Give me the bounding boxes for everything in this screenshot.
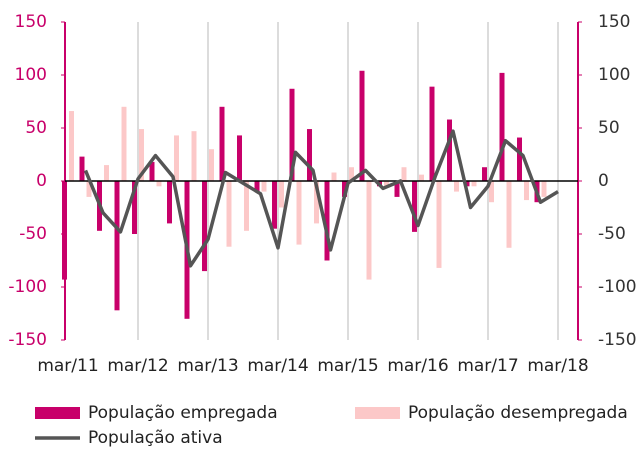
legend-label: População desempregada (408, 403, 628, 423)
bar (499, 72, 505, 181)
x-tick-label: mar/14 (247, 356, 308, 376)
bar (149, 161, 155, 181)
x-tick-label: mar/17 (457, 356, 518, 376)
bar (279, 181, 284, 208)
legend-label: População empregada (88, 403, 278, 423)
bar (506, 181, 512, 248)
y2-tick-label: -100 (598, 277, 637, 297)
y-tick-label: -50 (19, 224, 47, 244)
bar (359, 70, 365, 181)
bar (209, 149, 214, 181)
bar (104, 165, 109, 181)
bar (541, 181, 547, 197)
bar (419, 174, 424, 181)
bar (349, 167, 354, 181)
bar (401, 167, 407, 181)
bar (447, 119, 452, 181)
bar (139, 129, 144, 181)
bar (202, 181, 207, 272)
x-tick-label: mar/12 (107, 356, 168, 376)
bar (412, 181, 417, 232)
y-tick-label: 0 (36, 171, 47, 191)
bar (517, 137, 522, 181)
bar (226, 181, 232, 247)
y2-tick-label: 150 (598, 12, 630, 32)
bar (384, 181, 389, 187)
bar (79, 156, 85, 181)
bar (254, 181, 260, 192)
bar (62, 181, 67, 280)
bar (296, 181, 302, 245)
x-tick-label: mar/13 (177, 356, 238, 376)
bar (191, 131, 197, 181)
x-tick-label: mar/18 (527, 356, 588, 376)
bar (394, 181, 400, 197)
bar (342, 181, 347, 197)
bar (454, 181, 459, 192)
y-tick-label: -150 (8, 330, 47, 350)
bar (219, 106, 225, 181)
bar (167, 181, 172, 224)
legend-swatch (35, 407, 80, 419)
bar (471, 181, 477, 187)
bar (174, 135, 179, 181)
y2-tick-label: -50 (598, 224, 626, 244)
bar (244, 181, 249, 231)
bar (482, 167, 487, 181)
line (83, 129, 559, 268)
bar (261, 181, 267, 192)
legend-label: População ativa (88, 428, 223, 448)
bar (86, 181, 92, 197)
bar (314, 181, 319, 224)
legend-swatch (355, 407, 400, 419)
bar (156, 181, 162, 187)
y-tick-label: 150 (15, 12, 47, 32)
x-tick-label: mar/16 (387, 356, 448, 376)
bar (69, 111, 74, 181)
bar (524, 181, 529, 201)
y-tick-label: 100 (15, 65, 47, 85)
bar (121, 106, 127, 181)
y2-tick-label: 100 (598, 65, 630, 85)
bar (436, 181, 442, 268)
y-tick-label: -100 (8, 277, 47, 297)
bar (324, 181, 330, 261)
bar (489, 181, 494, 203)
bar (289, 88, 295, 181)
bar (307, 129, 312, 181)
x-tick-label: mar/15 (317, 356, 378, 376)
bar (272, 181, 277, 229)
bar (237, 135, 242, 181)
bar (464, 181, 470, 187)
y-tick-label: 50 (25, 118, 47, 138)
y2-tick-label: 0 (598, 171, 609, 191)
bar (429, 86, 435, 181)
bar (132, 181, 137, 234)
bar (114, 181, 120, 311)
y2-tick-label: 50 (598, 118, 620, 138)
bar (331, 172, 337, 181)
bar (366, 181, 372, 280)
y2-tick-label: -150 (598, 330, 637, 350)
x-tick-label: mar/11 (37, 356, 98, 376)
